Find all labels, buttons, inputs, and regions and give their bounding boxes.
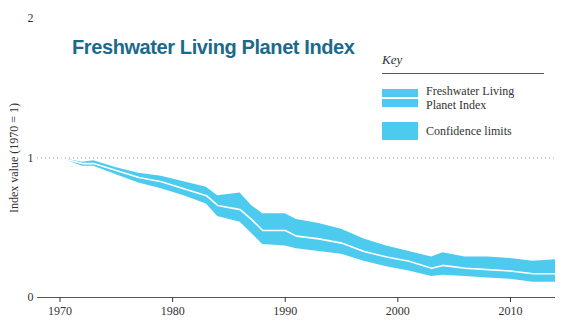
svg-text:1990: 1990	[273, 304, 297, 318]
svg-text:0: 0	[28, 290, 34, 304]
html-text:Key: Key	[382, 52, 403, 67]
html-text:Freshwater Living Planet Index: Freshwater Living Planet Index	[72, 36, 355, 58]
html-text:Freshwater Living Planet Index: Freshwater Living Planet Index	[426, 84, 515, 112]
svg-text:Index value (1970 = 1): Index value (1970 = 1)	[7, 103, 21, 213]
svg-text:1980: 1980	[161, 304, 185, 318]
svg-text:1: 1	[28, 151, 34, 165]
svg-text:2000: 2000	[386, 304, 410, 318]
svg-text:2010: 2010	[498, 304, 522, 318]
svg-text:1970: 1970	[48, 304, 72, 318]
svg-text:2: 2	[28, 11, 34, 25]
html-text:Confidence limits: Confidence limits	[426, 124, 512, 138]
